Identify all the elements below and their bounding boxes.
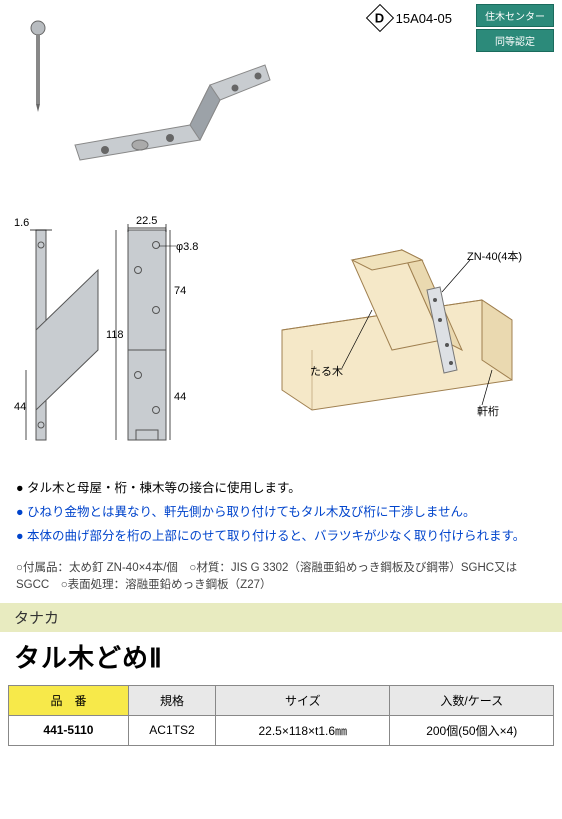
model-code: D 15A04-05 xyxy=(370,8,452,28)
cert-badge-2: 同等認定 xyxy=(476,29,554,52)
d-diamond-icon: D xyxy=(365,4,393,32)
th-size: サイズ xyxy=(216,685,390,715)
header-area: D 15A04-05 住木センター 同等認定 xyxy=(0,0,562,200)
usage-notes: ● タル木と母屋・桁・棟木等の接合に使用します。 ● ひねり金物とは異なり、軒先… xyxy=(0,470,562,558)
dim-44a: 44 xyxy=(14,401,26,413)
td-qty: 200個(50個入×4) xyxy=(390,715,554,745)
dim-44b: 44 xyxy=(174,391,186,403)
td-spec: AC1TS2 xyxy=(128,715,215,745)
dim-phi: φ3.8 xyxy=(176,241,198,253)
product-photo xyxy=(20,10,300,190)
dim-22-5: 22.5 xyxy=(136,215,157,227)
th-code: 品 番 xyxy=(9,685,129,715)
table-row: 441-5110 AC1TS2 22.5×118×t1.6㎜ 200個(50個入… xyxy=(9,715,554,745)
th-qty: 入数/ケース xyxy=(390,685,554,715)
note-3: ● 本体の曲げ部分を桁の上部にのせて取り付けると、バラツキが少なく取り付けられま… xyxy=(16,526,546,546)
iso-label-zn40: ZN-40(4本) xyxy=(467,249,522,263)
dim-118: 118 xyxy=(106,329,124,341)
dim-1-6: 1.6 xyxy=(14,217,29,229)
note-1: ● タル木と母屋・桁・棟木等の接合に使用します。 xyxy=(16,478,546,498)
th-spec: 規格 xyxy=(128,685,215,715)
cert-badges: 住木センター 同等認定 xyxy=(476,4,554,52)
dim-74: 74 xyxy=(174,285,186,297)
table-header-row: 品 番 規格 サイズ 入数/ケース xyxy=(9,685,554,715)
spec-table: 品 番 規格 サイズ 入数/ケース 441-5110 AC1TS2 22.5×1… xyxy=(8,685,554,746)
td-size: 22.5×118×t1.6㎜ xyxy=(216,715,390,745)
isometric-drawing: ZN-40(4本) たる木 軒桁 xyxy=(252,220,552,460)
model-code-text: 15A04-05 xyxy=(396,11,452,26)
d-letter: D xyxy=(375,10,384,25)
diagram-row: 1.6 22.5 φ3.8 74 118 44 44 ZN-40 xyxy=(0,210,562,470)
brand-bar: タナカ xyxy=(0,603,562,632)
product-name: タル木どめⅡ xyxy=(0,632,562,685)
iso-label-taruki: たる木 xyxy=(310,365,343,378)
note-2: ● ひねり金物とは異なり、軒先側から取り付けてもタル木及び桁に干渉しません。 xyxy=(16,502,546,522)
td-code: 441-5110 xyxy=(9,715,129,745)
iso-label-noki: 軒桁 xyxy=(477,404,499,418)
spec-notes: ○付属品：太め釘 ZN-40×4本/個 ○材質：JIS G 3302（溶融亜鉛め… xyxy=(0,558,562,603)
cert-badge-1: 住木センター xyxy=(476,4,554,27)
technical-drawing: 1.6 22.5 φ3.8 74 118 44 44 xyxy=(8,210,208,460)
